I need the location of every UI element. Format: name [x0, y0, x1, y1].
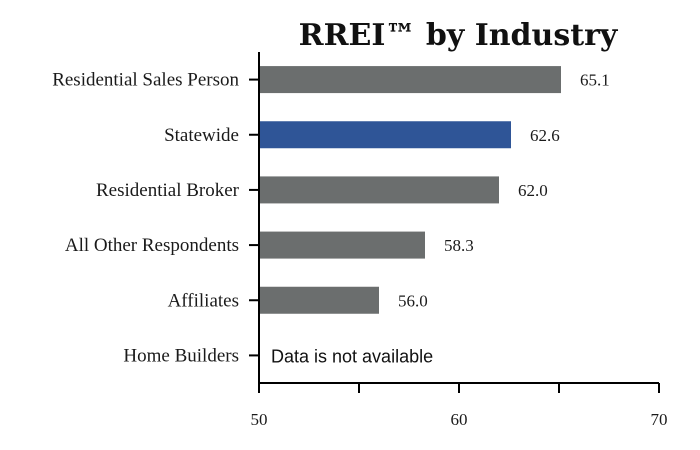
axes [258, 52, 659, 384]
value-label-all-other-respondents: 58.3 [444, 236, 474, 255]
bar-all-other-respondents [259, 231, 425, 259]
category-labels: Residential Sales Person Statewide Residen… [52, 70, 239, 367]
category-label-residential-broker: Residential Broker [96, 180, 240, 201]
x-tick-label-60: 60 [451, 410, 468, 429]
category-label-statewide: Statewide [164, 125, 239, 146]
bar-residential-sales-person [259, 66, 561, 94]
value-label-residential-broker: 62.0 [518, 181, 548, 200]
category-label-all-other-respondents: All Other Respondents [65, 235, 239, 256]
bar-statewide [259, 121, 511, 149]
value-label-residential-sales-person: 65.1 [580, 71, 610, 90]
category-label-affiliates: Affiliates [168, 290, 239, 311]
x-tick-label-50: 50 [251, 410, 268, 429]
category-label-home-builders: Home Builders [123, 345, 239, 366]
x-tick-labels: 50 60 70 [251, 410, 668, 429]
category-label-residential-sales-person: Residential Sales Person [52, 70, 239, 91]
axis-ticks [249, 78, 660, 393]
bar-residential-broker [259, 176, 499, 204]
chart-title: RREI™ by Industry [299, 18, 619, 53]
x-tick-label-70: 70 [651, 410, 668, 429]
bar-affiliates [259, 286, 379, 314]
value-label-affiliates: 56.0 [398, 291, 428, 310]
value-labels: 65.1 62.6 62.0 58.3 56.0 Data is not availabl… [271, 71, 610, 367]
missing-data-note: Data is not available [271, 346, 433, 366]
bars-group [259, 66, 561, 314]
value-label-statewide: 62.6 [530, 126, 560, 145]
